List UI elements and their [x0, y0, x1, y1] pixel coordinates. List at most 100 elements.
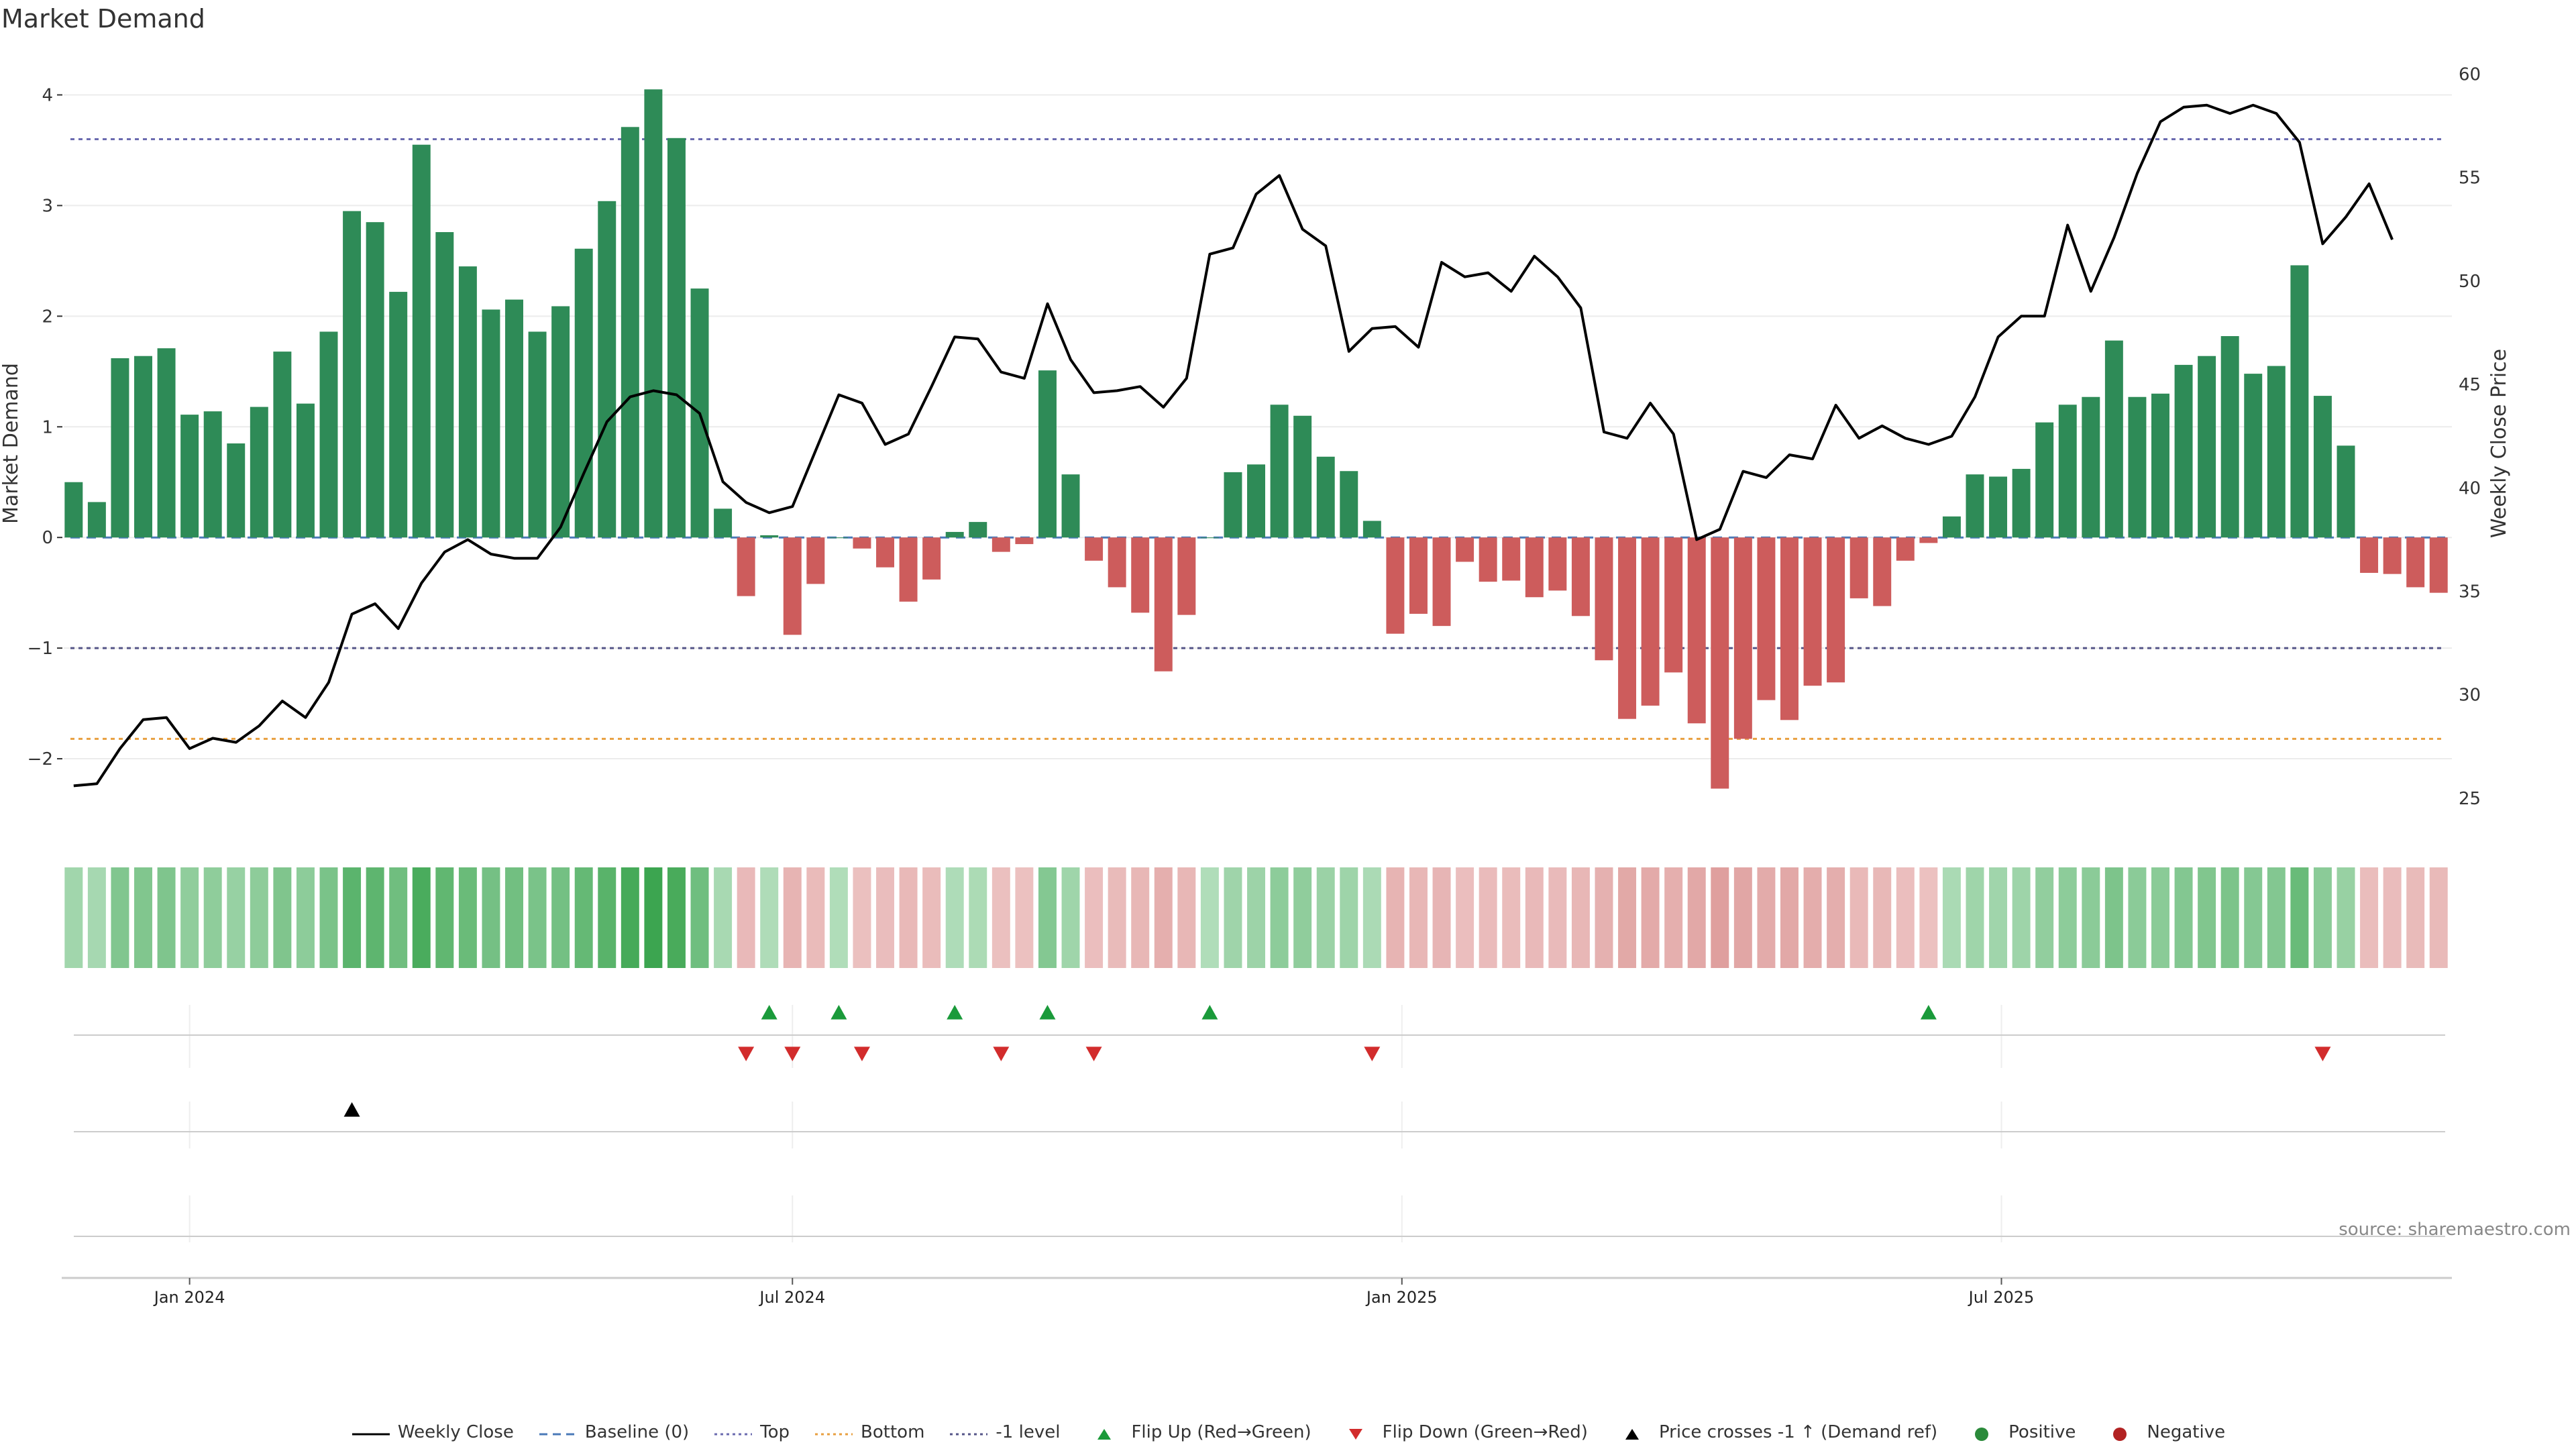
- demand-bar: [1571, 537, 1590, 616]
- heat-cell: [343, 867, 362, 968]
- heat-cell: [714, 867, 733, 968]
- demand-bar: [922, 537, 941, 580]
- flip-down-marker: [853, 1046, 870, 1061]
- heat-cell: [296, 867, 315, 968]
- heat-cell: [1595, 867, 1613, 968]
- heat-cell: [1873, 867, 1892, 968]
- time-axis: Jan 2024 Jul 2024 Jan 2025 Jul 2025: [62, 1277, 2452, 1307]
- demand-bar: [87, 502, 106, 538]
- heat-cell: [458, 867, 477, 968]
- demand-bar: [1919, 537, 1938, 543]
- legend: Weekly Close Baseline (0) Top Bottom -1 leve…: [0, 1422, 2576, 1442]
- axes: −2 −1 0 1 2 3 4 25 30 35 40 45 50 55 60 Market Demand We…: [0, 65, 2511, 809]
- right-tick-label: 35: [2459, 582, 2481, 602]
- demand-bar: [2406, 537, 2425, 588]
- left-tick-label: −1: [28, 639, 53, 659]
- legend-item-flip-down: Flip Down (Green→Red): [1336, 1422, 1588, 1442]
- demand-bar: [2151, 393, 2169, 538]
- demand-bar: [760, 535, 779, 538]
- heat-cell: [1571, 867, 1590, 968]
- demand-bar: [1733, 537, 1752, 739]
- heat-cell: [1085, 867, 1104, 968]
- demand-bar: [737, 537, 755, 596]
- demand-bar: [714, 508, 733, 538]
- heat-cell: [1942, 867, 1961, 968]
- demand-bar: [1247, 464, 1266, 538]
- demand-bar: [366, 222, 384, 538]
- heat-cell: [2128, 867, 2147, 968]
- demand-bar: [203, 411, 222, 538]
- heat-cell: [1177, 867, 1196, 968]
- demand-bar: [2174, 364, 2193, 538]
- demand-bar: [806, 537, 825, 584]
- heat-cell: [945, 867, 964, 968]
- demand-bar: [1362, 521, 1381, 538]
- demand-bar: [2198, 356, 2216, 538]
- heat-cell: [667, 867, 686, 968]
- heat-cell: [991, 867, 1010, 968]
- price-cross-marker: [343, 1102, 360, 1117]
- demand-bar: [1224, 472, 1242, 538]
- heat-cell: [1015, 867, 1034, 968]
- demand-bar: [296, 403, 315, 538]
- heat-cell: [366, 867, 384, 968]
- chart-title: Market Demand: [1, 4, 205, 34]
- demand-bar: [505, 299, 523, 538]
- heat-cell: [2198, 867, 2216, 968]
- legend-label: Price crosses -1 ↑ (Demand ref): [1658, 1422, 1938, 1442]
- heat-cell: [1270, 867, 1289, 968]
- demand-bar: [1386, 537, 1405, 634]
- heat-cell: [922, 867, 941, 968]
- demand-bar: [2012, 468, 2031, 538]
- left-tick-label: −2: [28, 749, 53, 769]
- demand-bar: [2267, 366, 2286, 538]
- demand-bar: [1200, 537, 1219, 539]
- heat-cell: [2058, 867, 2077, 968]
- heat-cell: [134, 867, 152, 968]
- legend-label: Baseline (0): [584, 1422, 690, 1442]
- heat-cell: [1456, 867, 1474, 968]
- flip-down-marker: [738, 1046, 755, 1061]
- legend-item-baseline: Baseline (0): [538, 1422, 689, 1442]
- right-tick-label: 25: [2459, 789, 2481, 809]
- demand-bar: [1154, 537, 1173, 672]
- right-tick-label: 45: [2459, 375, 2481, 395]
- heat-cell: [505, 867, 523, 968]
- demand-bar: [412, 144, 431, 538]
- legend-label: Flip Up (Red→Green): [1131, 1422, 1311, 1442]
- heat-cell: [806, 867, 825, 968]
- heat-cell: [319, 867, 338, 968]
- demand-bar: [1687, 537, 1706, 724]
- flip-up-marker: [1920, 1005, 1937, 1020]
- x-tick-label: Jul 2024: [758, 1288, 825, 1307]
- legend-swatch: [949, 1426, 989, 1439]
- demand-bar: [528, 331, 547, 538]
- heat-cell: [690, 867, 709, 968]
- demand-bar: [969, 522, 987, 538]
- demand-bar: [482, 309, 500, 538]
- heat-cell: [1989, 867, 2008, 968]
- demand-bar: [1085, 537, 1104, 561]
- demand-bar: [644, 89, 663, 538]
- demand-bar: [574, 248, 593, 538]
- heat-cell: [1966, 867, 1984, 968]
- legend-swatch: [538, 1426, 578, 1439]
- heat-cell: [783, 867, 802, 968]
- heat-cell: [2429, 867, 2448, 968]
- y-axis-label: Market Demand: [0, 363, 23, 524]
- weekly-close-line: [73, 103, 2394, 788]
- demand-bar: [1827, 537, 1845, 683]
- demand-bar: [2035, 422, 2054, 538]
- demand-bar: [1873, 537, 1892, 606]
- heat-cell: [598, 867, 616, 968]
- heat-cell: [2220, 867, 2239, 968]
- reference-lines: [70, 138, 2445, 740]
- demand-bar: [1989, 476, 2008, 538]
- flip-down-marker: [1085, 1046, 1102, 1061]
- flip-down-marker: [1364, 1046, 1381, 1061]
- heat-strip: [64, 867, 2448, 968]
- heat-cell: [2313, 867, 2332, 968]
- heat-cell: [1803, 867, 1822, 968]
- demand-bar: [1966, 474, 1984, 538]
- demand-bar: [1038, 370, 1057, 538]
